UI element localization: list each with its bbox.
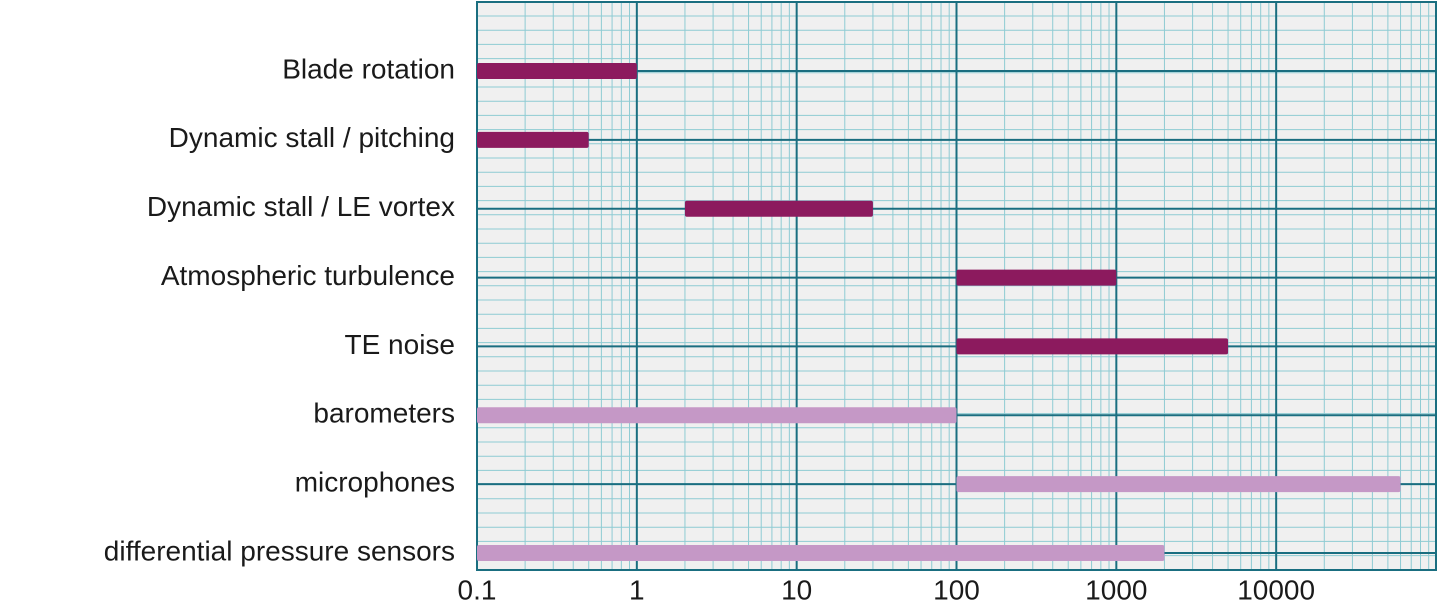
bar: [477, 63, 637, 79]
bar: [477, 545, 1165, 561]
y-tick-label: Dynamic stall / pitching: [169, 122, 455, 153]
x-tick-label: 10000: [1237, 574, 1315, 605]
y-tick-label: TE noise: [345, 329, 456, 360]
x-tick-label: 1000: [1085, 574, 1147, 605]
y-tick-label: Atmospheric turbulence: [161, 260, 455, 291]
y-tick-label: Blade rotation: [282, 53, 455, 84]
y-tick-label: barometers: [313, 398, 455, 429]
bar: [956, 338, 1229, 355]
x-tick-label: 0.1: [458, 574, 497, 605]
x-tick-label: 100: [933, 574, 980, 605]
x-tick-label: 1: [629, 574, 645, 605]
plot-border: [476, 1, 1437, 571]
bar: [956, 476, 1401, 493]
y-tick-label: Dynamic stall / LE vortex: [147, 191, 455, 222]
bar: [684, 200, 873, 217]
x-tick-label: 10: [781, 574, 812, 605]
bar: [477, 407, 957, 424]
y-tick-label: differential pressure sensors: [104, 535, 455, 566]
bar: [477, 131, 589, 148]
bar: [956, 269, 1117, 286]
y-tick-label: microphones: [295, 467, 455, 498]
